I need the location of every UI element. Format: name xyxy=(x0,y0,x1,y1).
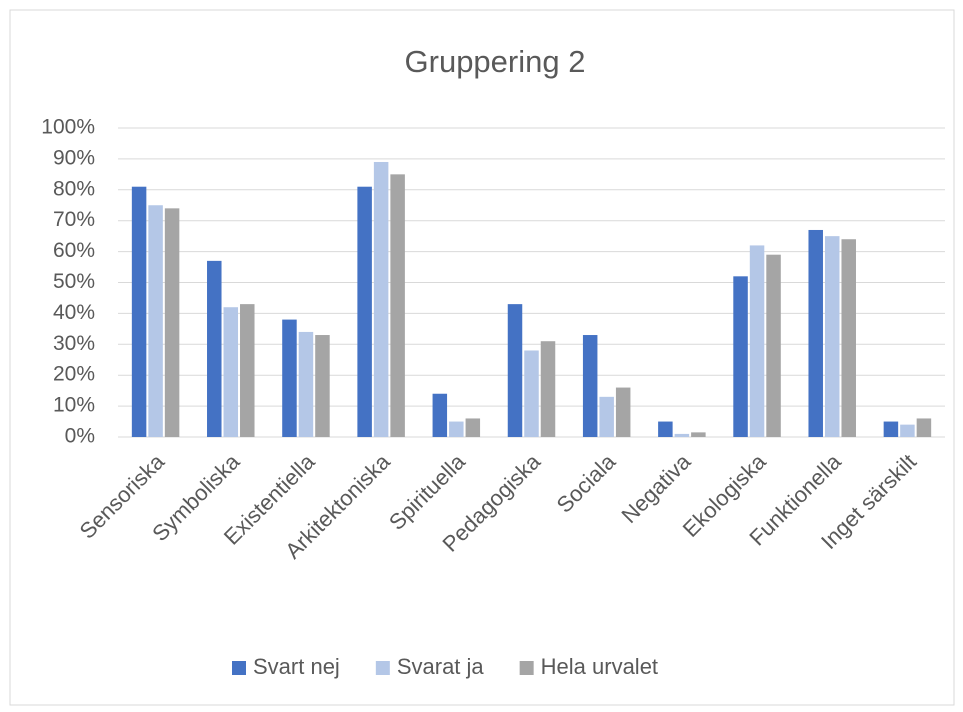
legend-label: Svarat ja xyxy=(397,654,485,679)
bar xyxy=(599,396,614,437)
bar xyxy=(749,245,765,437)
bar xyxy=(540,341,556,437)
bar xyxy=(615,387,631,437)
y-tick-label: 60% xyxy=(53,239,95,262)
y-tick-label: 70% xyxy=(53,208,95,231)
bar xyxy=(691,432,706,437)
bar xyxy=(207,260,222,437)
y-tick-label: 90% xyxy=(53,146,95,169)
bar xyxy=(841,239,856,437)
bar xyxy=(524,350,539,437)
legend-swatch xyxy=(375,661,390,675)
bar xyxy=(808,229,823,437)
bar xyxy=(507,304,523,437)
y-tick-label: 40% xyxy=(53,301,95,324)
bar xyxy=(766,254,781,437)
bar xyxy=(357,186,372,437)
legend-label: Hela urvalet xyxy=(541,654,658,679)
bar xyxy=(883,421,899,437)
y-tick-label: 10% xyxy=(53,394,95,417)
bar xyxy=(240,304,255,437)
bar xyxy=(315,335,330,437)
y-tick-label: 0% xyxy=(65,425,95,448)
y-tick-label: 50% xyxy=(53,270,95,293)
bar xyxy=(916,418,932,437)
bar xyxy=(390,174,405,437)
bar xyxy=(824,236,840,437)
legend-label: Svart nej xyxy=(253,654,340,679)
chart-title: Gruppering 2 xyxy=(405,44,586,79)
bar xyxy=(282,319,297,437)
bar xyxy=(164,208,180,437)
bar xyxy=(131,186,147,437)
y-tick-label: 100% xyxy=(41,116,95,139)
bar xyxy=(900,424,915,437)
bar xyxy=(373,161,389,438)
bar xyxy=(223,307,239,437)
bar xyxy=(733,276,748,437)
y-tick-label: 80% xyxy=(53,177,95,200)
bar xyxy=(674,433,690,437)
bar xyxy=(449,421,464,437)
y-tick-label: 20% xyxy=(53,363,95,386)
bar xyxy=(148,205,163,437)
bar xyxy=(298,331,314,437)
y-tick-label: 30% xyxy=(53,332,95,355)
bar xyxy=(582,335,598,437)
legend-swatch xyxy=(232,661,246,675)
bar xyxy=(432,393,448,437)
legend-swatch xyxy=(519,661,534,675)
bar xyxy=(465,418,481,437)
bar xyxy=(658,421,673,437)
